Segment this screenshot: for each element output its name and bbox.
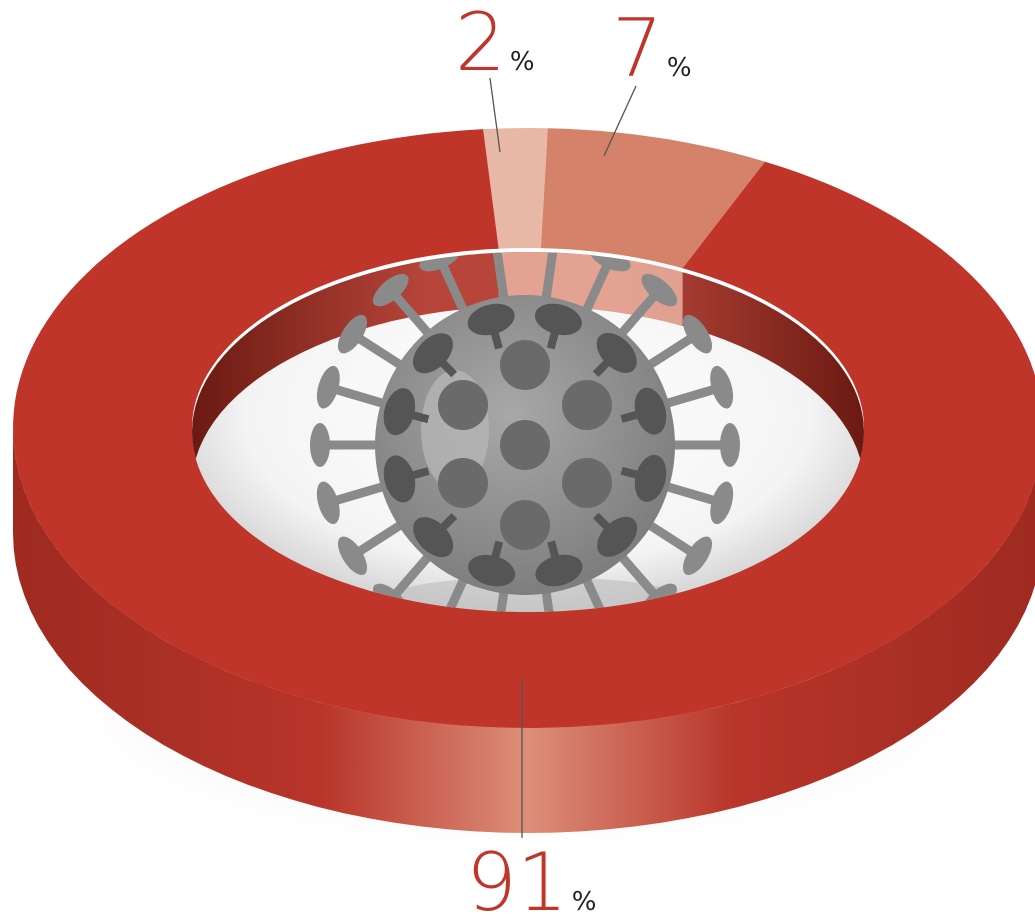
slice-value: 91 (466, 836, 568, 919)
virus-bump (500, 500, 550, 550)
leader-line-7 (603, 85, 637, 157)
virus-bump (562, 380, 612, 430)
percent-sign: % (667, 53, 692, 83)
virus-rim-cap (634, 387, 667, 435)
virus-rim-cap (596, 332, 637, 373)
virus-bump (500, 340, 550, 390)
slice-label-7: 7% (612, 2, 692, 95)
slice-value: 7 (612, 2, 663, 95)
leader-lines (489, 77, 637, 838)
virus-spike-cap (316, 365, 340, 409)
virus-rim-cap (534, 303, 582, 336)
percent-sign: % (572, 887, 597, 917)
outer-wall-face (13, 428, 1035, 833)
virus-bump (438, 458, 488, 508)
slice-2-percent (483, 128, 548, 249)
virus-bump (438, 380, 488, 430)
virus-spike-cap (720, 423, 740, 467)
virus-spike-cap (710, 365, 734, 409)
virus-rim-cap (413, 517, 454, 558)
virus-bump (562, 458, 612, 508)
donut-outer-wall (13, 428, 1035, 833)
virus-rim-cap (535, 554, 583, 587)
donut-slices (13, 128, 1035, 728)
virus-spike-cap (310, 423, 330, 467)
slice-labels: 2% 7 %91% (455, 0, 692, 919)
slice-91-percent (13, 129, 1035, 728)
slice-value: 2 (455, 0, 506, 89)
virus-rim-cap (634, 454, 667, 502)
virus-rim-cap (597, 516, 638, 557)
percent-sign: % (510, 47, 535, 77)
virus-spike-cap (337, 314, 368, 354)
virus-bump (500, 420, 550, 470)
virus-spike-cap (337, 536, 368, 576)
leader-line-2 (489, 77, 501, 153)
slice-label-91: 91% (466, 836, 597, 919)
slice-label-2: 2% (455, 0, 535, 89)
virus-icon (310, 252, 740, 612)
virus-spike-cap (641, 273, 678, 307)
virus-spike-cap (682, 314, 713, 354)
virus-rim-cap (383, 455, 416, 503)
virus-rim-cap (412, 333, 453, 374)
inner-wall-light (498, 252, 683, 326)
virus-rim-cap (468, 554, 516, 587)
virus-rim-cap (383, 388, 416, 436)
inner-wall-face (192, 252, 864, 486)
slice-7-percent (540, 128, 765, 269)
virus-spike-cap (710, 481, 734, 525)
donut-inner-wall (192, 252, 864, 486)
virus-rim-cap (467, 303, 515, 336)
virus-spike-cap (682, 536, 713, 576)
virus-spike-cap (316, 481, 340, 525)
virus-spike-cap (372, 273, 409, 307)
